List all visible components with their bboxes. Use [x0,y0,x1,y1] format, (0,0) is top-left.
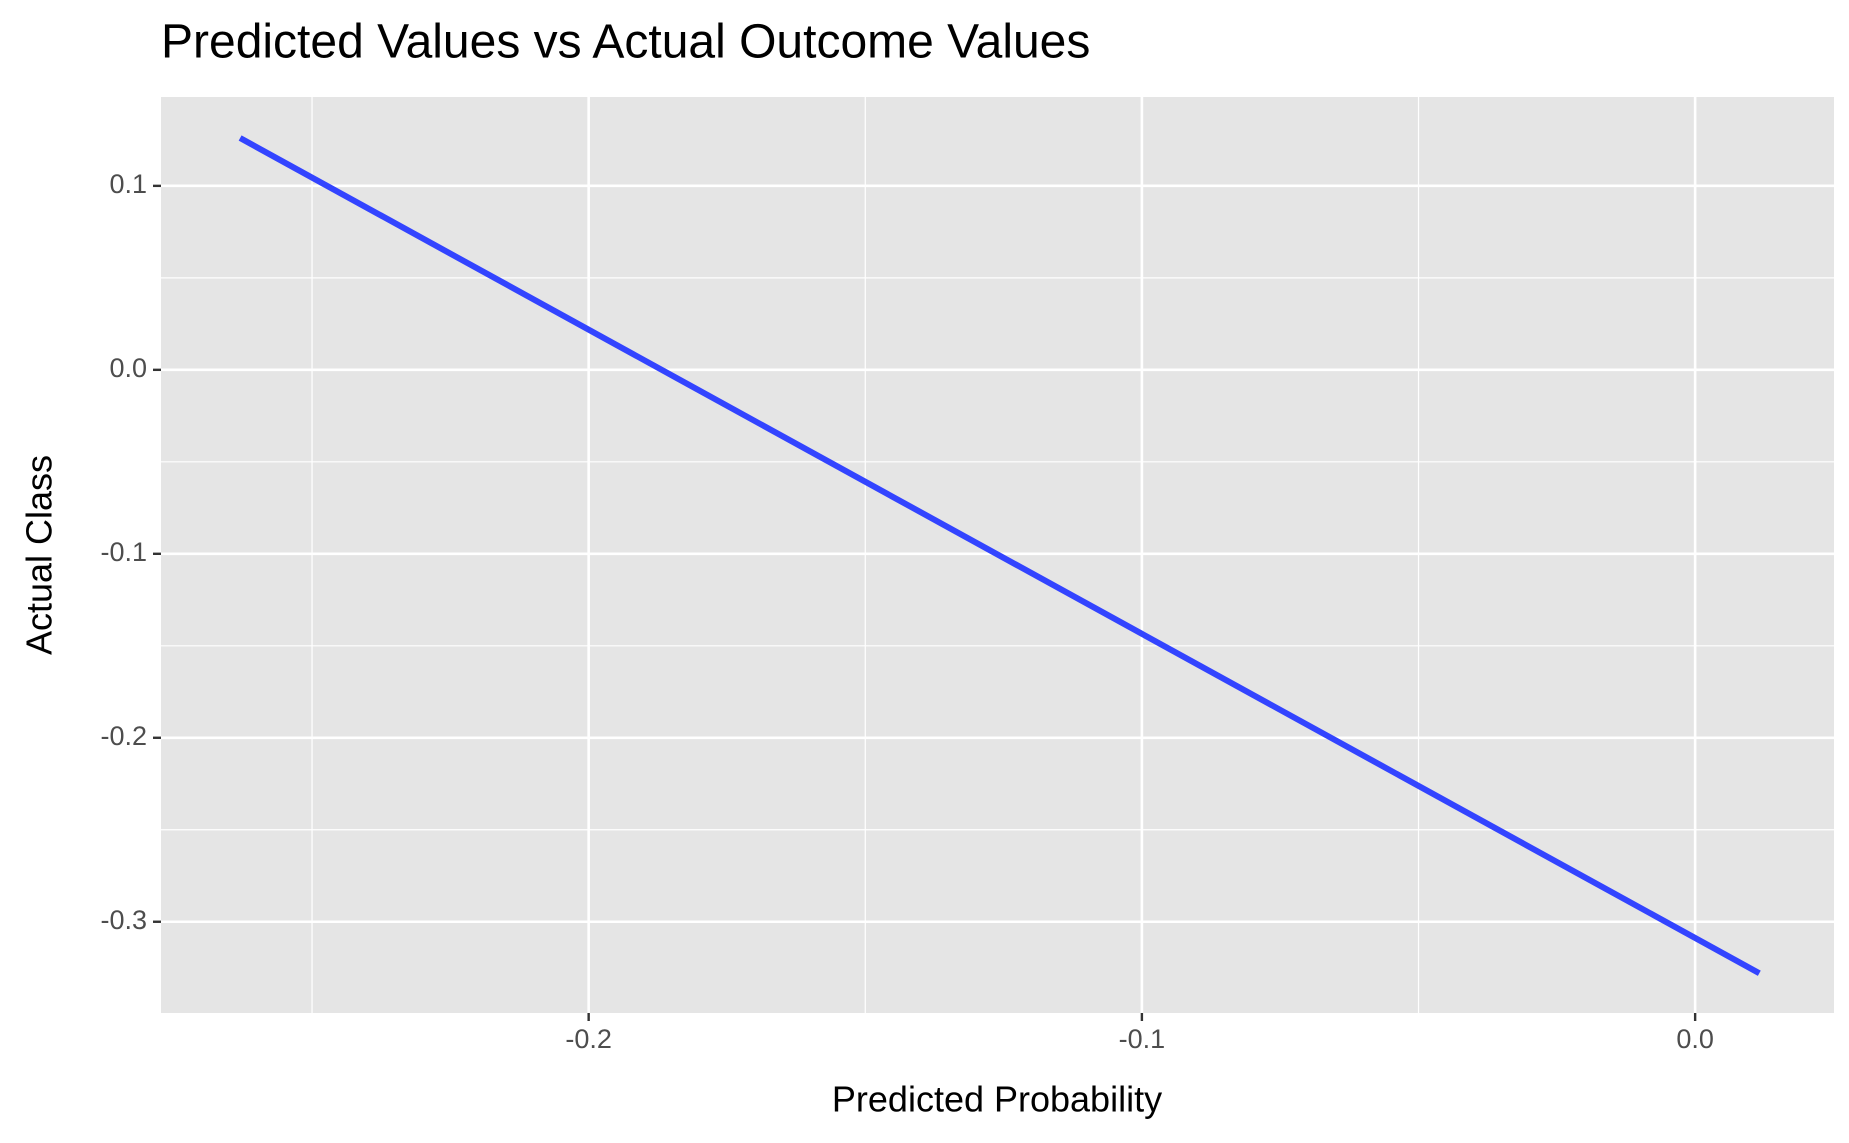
marks [238,135,1761,976]
y-axis-label: Actual Class [19,455,60,655]
x-tick-label: -0.2 [565,1024,612,1054]
grid [153,97,1834,1021]
x-axis-label: Predicted Probability [832,1079,1162,1120]
y-tick-label: 0.0 [109,353,147,383]
y-tick-label: -0.1 [100,537,147,567]
x-tick-label: 0.0 [1676,1024,1714,1054]
line [238,135,1761,976]
chart-title: Predicted Values vs Actual Outcome Value… [161,16,1090,69]
y-tick-label: -0.3 [100,905,147,935]
x-tick-label: -0.1 [1119,1024,1166,1054]
y-tick-label: -0.2 [100,721,147,751]
y-tick-label: 0.1 [109,169,147,199]
